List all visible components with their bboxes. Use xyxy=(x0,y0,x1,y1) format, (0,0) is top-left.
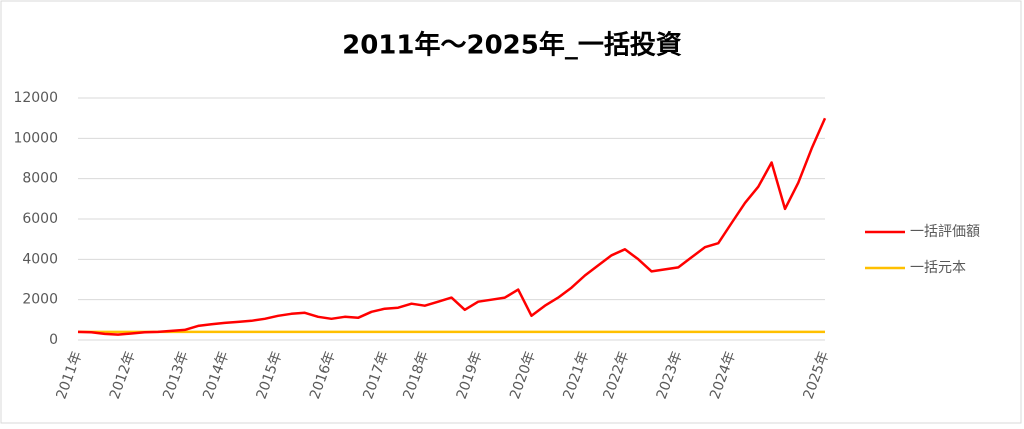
y-tick-label: 10000 xyxy=(13,130,58,146)
legend-label: 一括評価額 xyxy=(910,224,980,240)
y-tick-label: 0 xyxy=(49,332,58,348)
legend-label: 一括元本 xyxy=(910,260,966,276)
y-tick-label: 2000 xyxy=(22,292,58,308)
chart-title: 2011年～2025年_一括投資 xyxy=(342,30,682,61)
y-tick-label: 8000 xyxy=(22,171,58,187)
y-tick-label: 4000 xyxy=(22,251,58,267)
y-tick-label: 6000 xyxy=(22,211,58,227)
y-tick-label: 12000 xyxy=(13,90,58,106)
series-line xyxy=(77,117,827,336)
